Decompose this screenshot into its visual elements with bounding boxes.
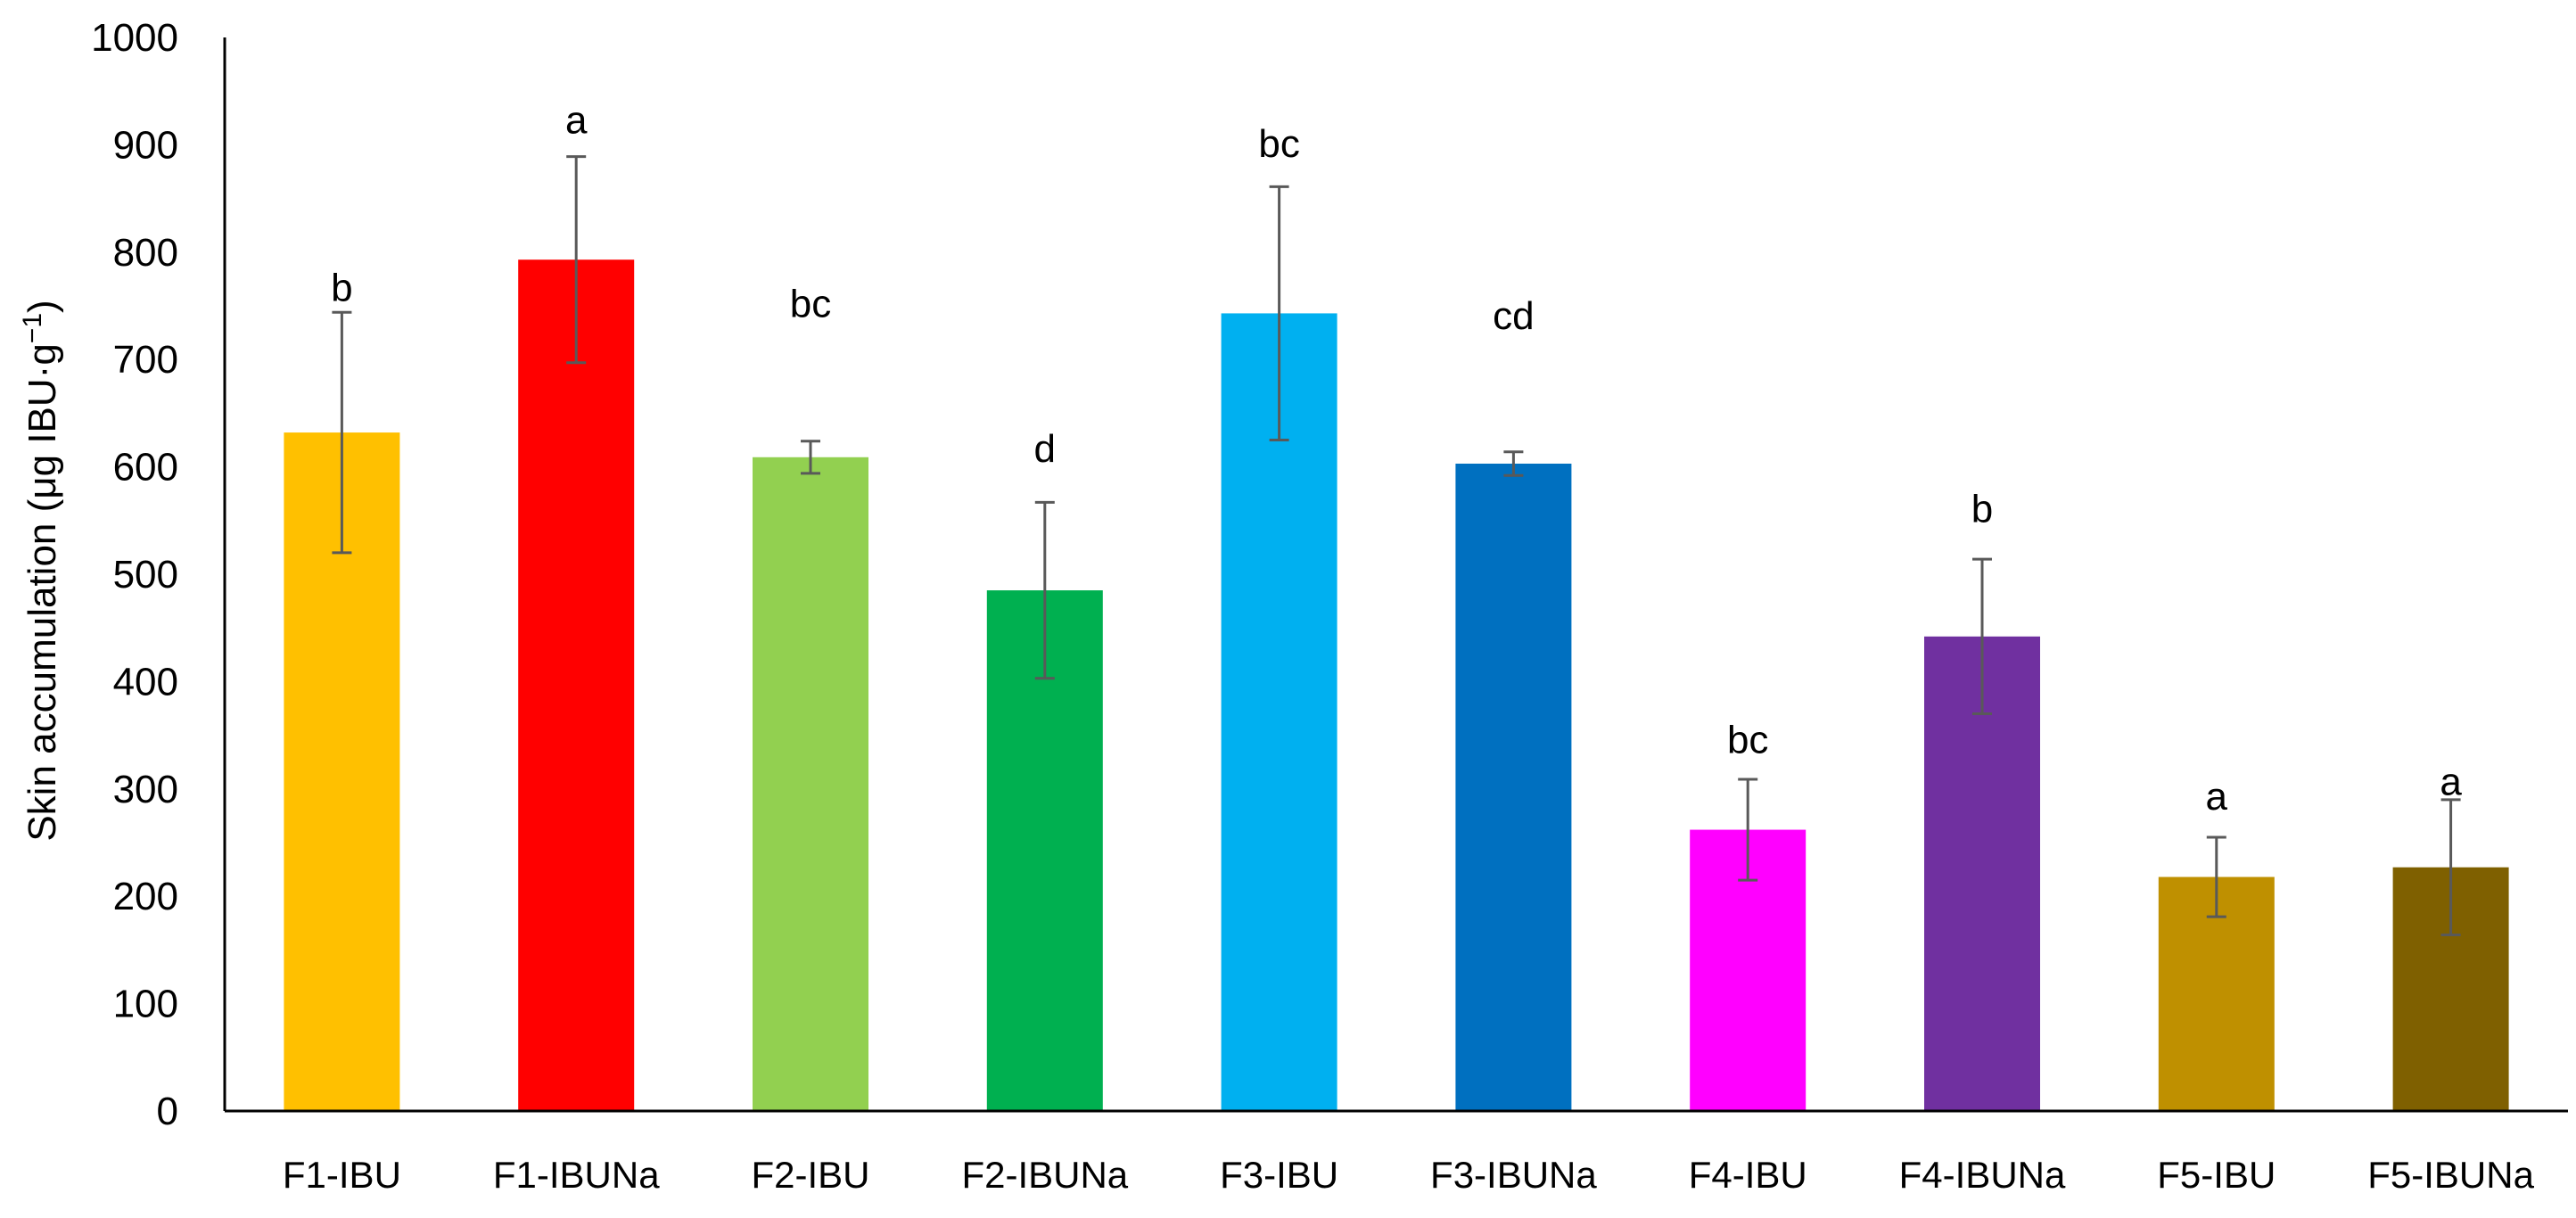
x-tick-label: F2-IBU bbox=[751, 1154, 869, 1196]
y-tick-label: 1000 bbox=[91, 16, 178, 60]
error-bar bbox=[332, 310, 352, 555]
bar-f2-ibu bbox=[753, 457, 868, 1111]
significance-letter: bc bbox=[1258, 122, 1299, 166]
bar-f3-ibuna bbox=[1455, 463, 1572, 1111]
significance-letter: b bbox=[331, 267, 352, 310]
error-bar bbox=[1034, 500, 1055, 680]
y-tick-label: 600 bbox=[113, 446, 178, 490]
x-tick-label: F5-IBU bbox=[2157, 1154, 2276, 1196]
x-axis-ticks: F1-IBU F1-IBUNa F2-IBU F2-IBUNa F3-IBU F3-IBU… bbox=[283, 1154, 2535, 1196]
y-axis-ticks: 0 100 200 300 400 500 600 700 800 900 1000 bbox=[91, 16, 178, 1133]
significance-letter: a bbox=[2440, 760, 2462, 803]
x-tick-label: F3-IBUNa bbox=[1430, 1154, 1597, 1196]
y-tick-label: 200 bbox=[113, 875, 178, 918]
x-tick-label: F4-IBU bbox=[1689, 1154, 1807, 1196]
y-tick-label: 100 bbox=[113, 983, 178, 1026]
x-tick-label: F5-IBUNa bbox=[2367, 1154, 2534, 1196]
bar-f3-ibu bbox=[1221, 313, 1337, 1112]
significance-letter: a bbox=[2206, 775, 2228, 819]
error-bars bbox=[332, 155, 2461, 937]
y-tick-label: 800 bbox=[113, 231, 178, 275]
x-tick-label: F2-IBUNa bbox=[961, 1154, 1128, 1196]
significance-letter: b bbox=[1971, 488, 1993, 531]
error-bar bbox=[566, 155, 587, 365]
y-tick-label: 400 bbox=[113, 660, 178, 704]
significance-letter: bc bbox=[1727, 718, 1768, 761]
y-tick-label: 500 bbox=[113, 553, 178, 597]
error-bar bbox=[1972, 557, 1992, 716]
bars bbox=[284, 259, 2509, 1112]
significance-letter: d bbox=[1034, 427, 1056, 471]
x-tick-label: F1-IBU bbox=[283, 1154, 401, 1196]
significance-letter: bc bbox=[790, 283, 831, 326]
y-axis-label: Skin accumulation (μg IBU·g−1) bbox=[18, 300, 64, 841]
significance-letters: b a bc d bc cd bc b a a bbox=[331, 99, 2462, 819]
significance-letter: cd bbox=[1493, 294, 1534, 338]
error-bar bbox=[1738, 778, 1758, 882]
y-tick-label: 700 bbox=[113, 338, 178, 382]
x-tick-label: F3-IBU bbox=[1220, 1154, 1338, 1196]
y-tick-label: 300 bbox=[113, 768, 178, 811]
error-bar bbox=[2440, 798, 2461, 937]
x-tick-label: F4-IBUNa bbox=[1899, 1154, 2066, 1196]
y-tick-label: 900 bbox=[113, 123, 178, 167]
y-tick-label: 0 bbox=[157, 1090, 178, 1133]
error-bar bbox=[801, 440, 820, 475]
significance-letter: a bbox=[565, 99, 588, 143]
error-bar bbox=[2206, 835, 2226, 918]
error-bar bbox=[1269, 185, 1289, 441]
bar-f1-ibuna bbox=[518, 259, 635, 1111]
bar-f4-ibuna bbox=[1924, 636, 2040, 1111]
error-bar bbox=[1503, 450, 1524, 477]
x-tick-label: F1-IBUNa bbox=[493, 1154, 660, 1196]
